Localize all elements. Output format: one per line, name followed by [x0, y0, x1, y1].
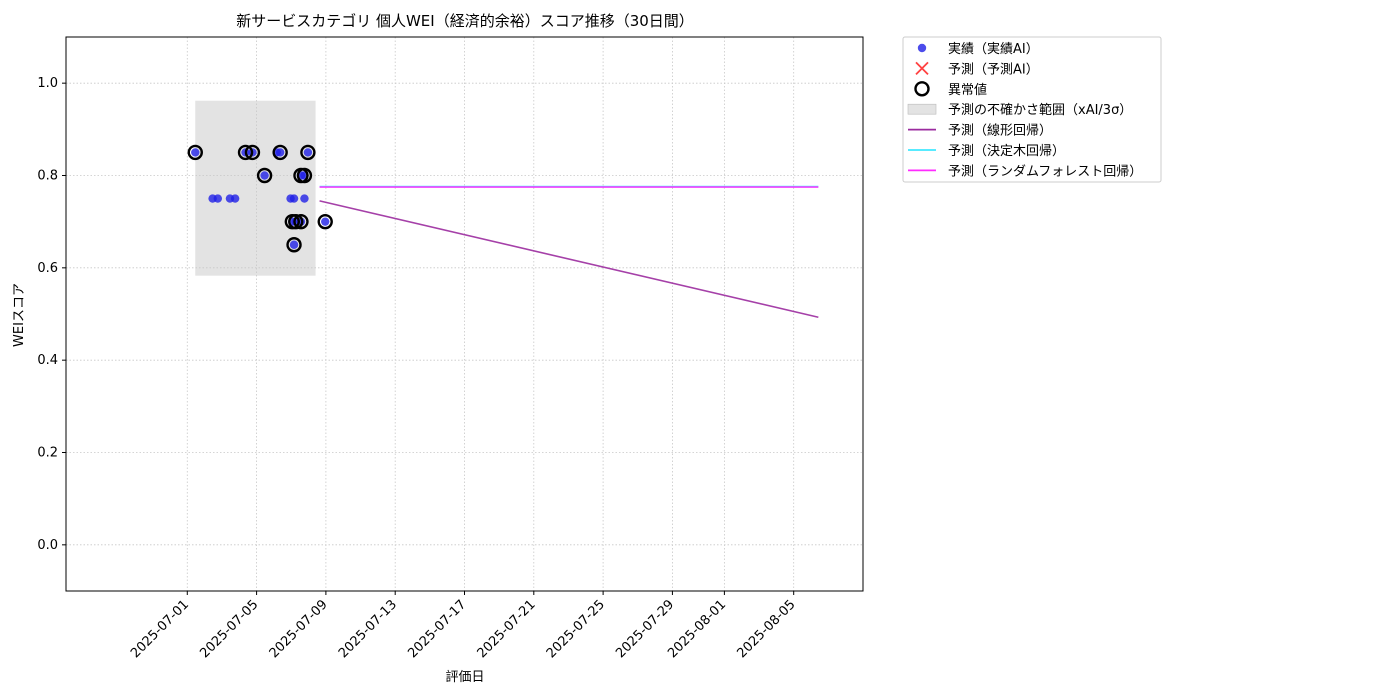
- x-tick-label: 2025-07-25: [544, 597, 608, 661]
- legend-label: 予測の不確かさ範囲（xAI/3σ）: [948, 102, 1132, 118]
- actual-point: [300, 194, 309, 203]
- anomaly-marker: [256, 167, 273, 184]
- x-tick-label: 2025-07-13: [336, 597, 400, 661]
- legend-label: 予測（決定木回帰）: [948, 143, 1065, 159]
- anomaly-marker: [293, 213, 309, 230]
- x-tick-label: 2025-07-01: [128, 597, 192, 661]
- anomaly-marker: [187, 144, 203, 161]
- actual-point: [191, 148, 200, 157]
- x-tick-label: 2025-07-17: [405, 597, 469, 661]
- actual-point: [260, 171, 269, 180]
- legend-label: 異常値: [948, 82, 987, 98]
- chart-title: 新サービスカテゴリ 個人WEI（経済的余裕）スコア推移（30日間）: [236, 12, 694, 30]
- actual-point: [213, 194, 223, 203]
- y-tick-label: 0.0: [37, 538, 58, 553]
- actual-point: [303, 148, 313, 157]
- y-tick-label: 0.6: [37, 261, 58, 276]
- anomaly-marker: [288, 213, 304, 230]
- anomaly-marker: [317, 213, 333, 230]
- actual-point: [321, 217, 330, 226]
- legend-label: 予測（予測AI）: [948, 62, 1039, 77]
- x-tick-label: 2025-07-21: [475, 597, 539, 661]
- legend-label: 予測（線形回帰）: [948, 123, 1052, 139]
- legend-marker-actual: [917, 43, 927, 53]
- actual-point: [275, 148, 285, 157]
- anomaly-marker: [286, 237, 302, 253]
- legend-label: 実績（実績AI）: [948, 41, 1039, 57]
- legend-label: 予測（ランダムフォレスト回帰）: [948, 163, 1142, 179]
- y-tick-label: 0.8: [37, 169, 58, 184]
- y-tick-label: 0.2: [37, 446, 58, 461]
- legend-marker-forecast: [915, 61, 929, 76]
- x-tick-label: 2025-08-05: [734, 597, 798, 661]
- anomaly-marker: [272, 144, 288, 161]
- actual-point: [230, 194, 240, 203]
- x-tick-label: 2025-07-05: [197, 597, 261, 661]
- actual-point: [289, 240, 299, 249]
- legend-marker-band: [907, 103, 937, 115]
- anomaly-marker: [244, 144, 261, 161]
- legend-box: [902, 36, 1162, 183]
- y-tick-label: 0.4: [37, 353, 58, 368]
- y-tick-label: 1.0: [37, 76, 58, 91]
- legend-marker-anomaly: [914, 81, 930, 97]
- anomaly-marker: [296, 167, 313, 184]
- forecast-line: [319, 200, 819, 319]
- x-axis-label: 評価日: [445, 670, 484, 685]
- anomaly-marker: [237, 144, 254, 161]
- actual-point: [289, 194, 299, 203]
- y-axis-label: WEIスコア: [12, 283, 27, 347]
- anomaly-marker: [300, 144, 316, 161]
- x-tick-label: 2025-07-09: [267, 597, 331, 661]
